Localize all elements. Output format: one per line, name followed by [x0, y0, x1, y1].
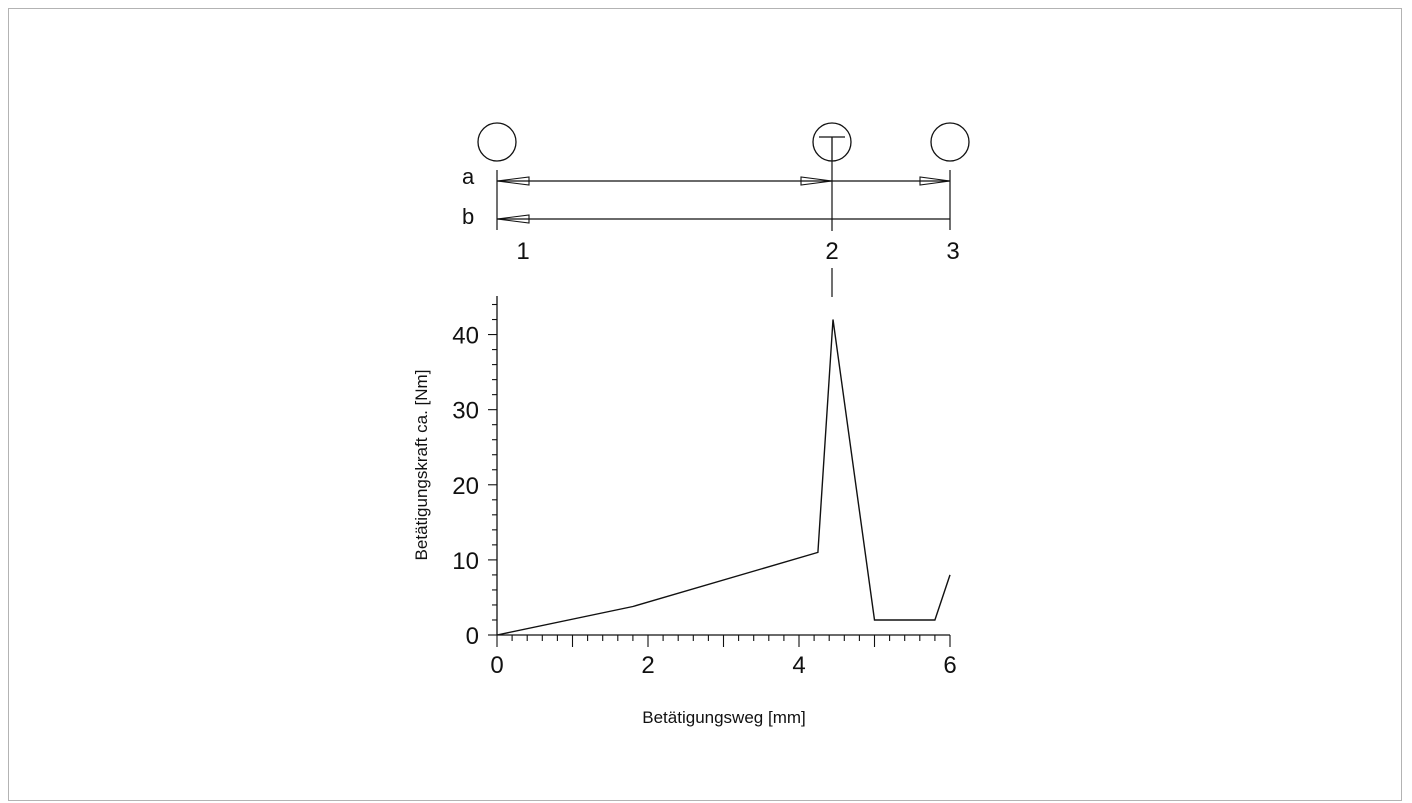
- row-a-arrow-mid: [800, 176, 833, 186]
- x-axis-ticks: [496, 635, 951, 647]
- y-tick-label: 20: [452, 473, 479, 500]
- y-tick-label: 10: [452, 548, 479, 575]
- position-label-1: 1: [516, 238, 529, 265]
- y-tick-label: 0: [466, 623, 479, 650]
- y-tick-label: 30: [452, 398, 479, 425]
- open-circle-symbol-3: [930, 122, 970, 162]
- x-tick-label: 6: [943, 652, 956, 679]
- x-tick-label: 0: [490, 652, 503, 679]
- row-a-arrow-left: [496, 176, 530, 186]
- open-circle-symbol-1: [477, 122, 517, 162]
- position-label-2: 2: [825, 238, 838, 265]
- y-tick-labels: 0 10 20 30 40: [452, 323, 479, 650]
- row-b-arrow-left: [496, 214, 530, 224]
- y-tick-label: 40: [452, 323, 479, 350]
- y-axis-title: Betätigungskraft ca. [Nm]: [412, 370, 431, 561]
- row-label-a: a: [462, 164, 475, 189]
- figure-frame: [8, 8, 1402, 801]
- row-label-b: b: [462, 204, 474, 229]
- switching-diagram: a b 1 2 3: [462, 122, 970, 297]
- x-axis-title: Betätigungsweg [mm]: [642, 708, 805, 727]
- position-label-3: 3: [946, 238, 959, 265]
- row-a-arrow-right: [919, 176, 951, 186]
- x-tick-label: 4: [792, 652, 805, 679]
- x-tick-label: 2: [641, 652, 654, 679]
- y-axis-ticks: [488, 303, 497, 636]
- series-line-force: [496, 319, 951, 636]
- plot-area: 0 10 20 30 40 0 2 4 6 Betätigungsweg [mm] Betät…: [412, 296, 957, 727]
- x-tick-labels: 0 2 4 6: [490, 652, 956, 679]
- circle-t-symbol-2: [812, 122, 852, 162]
